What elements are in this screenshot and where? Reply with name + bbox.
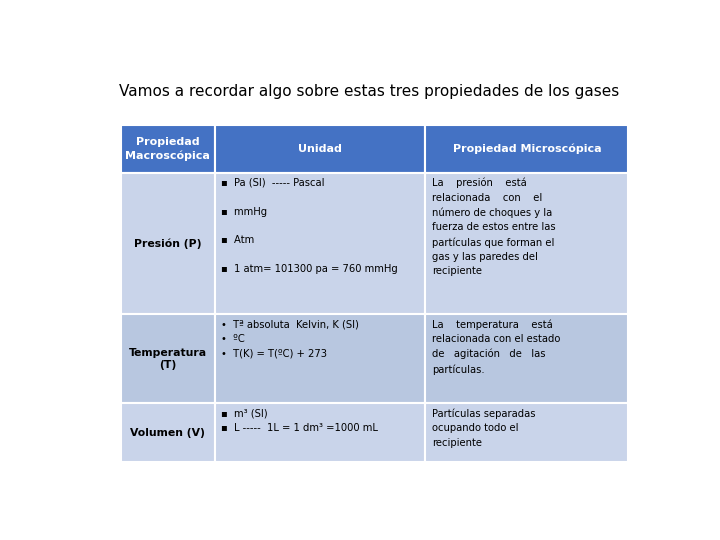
Text: Presión (P): Presión (P) (134, 238, 202, 249)
Bar (121, 173, 215, 314)
Text: ▪  Pa (SI)  ----- Pascal

▪  mmHg

▪  Atm

▪  1 atm= 101300 pa = 760 mmHg: ▪ Pa (SI) ----- Pascal ▪ mmHg ▪ Atm ▪ 1 … (221, 178, 398, 274)
Bar (121, 125, 215, 173)
Text: Propiedad Microscópica: Propiedad Microscópica (453, 144, 601, 154)
Bar (215, 314, 426, 403)
Text: Unidad: Unidad (298, 144, 342, 154)
Text: La    temperatura    está
relacionada con el estado
de   agitación   de   las
pa: La temperatura está relacionada con el e… (432, 319, 560, 375)
Bar (215, 173, 426, 314)
Text: La    presión    está
relacionada    con    el
número de choques y la
fuerza de : La presión está relacionada con el númer… (432, 178, 556, 276)
Text: ▪  m³ (SI)
▪  L -----  1L = 1 dm³ =1000 mL: ▪ m³ (SI) ▪ L ----- 1L = 1 dm³ =1000 mL (221, 408, 378, 433)
Bar (426, 314, 629, 403)
Bar (215, 403, 426, 462)
Bar (121, 403, 215, 462)
Text: Propiedad
Macroscópica: Propiedad Macroscópica (125, 138, 210, 160)
Bar (426, 403, 629, 462)
Bar (215, 125, 426, 173)
Bar (426, 173, 629, 314)
Text: •  Tª absoluta  Kelvin, K (SI)
•  ºC
•  T(K) = T(ºC) + 273: • Tª absoluta Kelvin, K (SI) • ºC • T(K)… (221, 319, 359, 358)
Text: Partículas separadas
ocupando todo el
recipiente: Partículas separadas ocupando todo el re… (432, 408, 536, 448)
Bar (426, 125, 629, 173)
Bar (121, 314, 215, 403)
Text: Volumen (V): Volumen (V) (130, 428, 205, 438)
Text: Vamos a recordar algo sobre estas tres propiedades de los gases: Vamos a recordar algo sobre estas tres p… (119, 84, 619, 99)
Text: Temperatura
(T): Temperatura (T) (129, 348, 207, 370)
